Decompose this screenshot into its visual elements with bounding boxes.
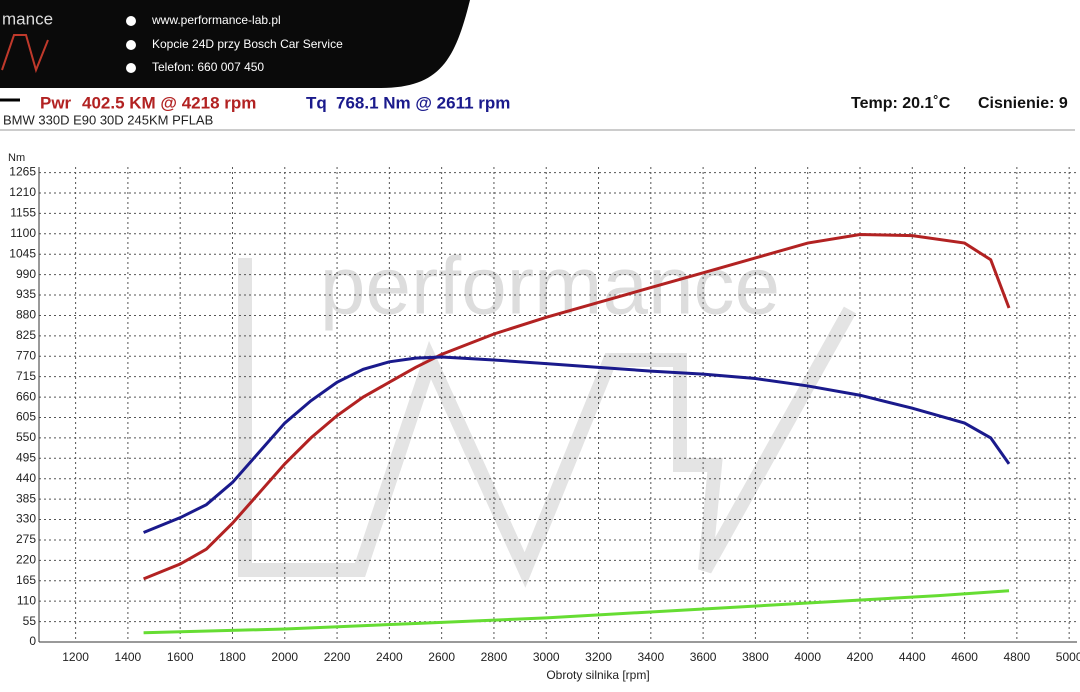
torque-summary: 768.1 Nm @ 2611 rpm xyxy=(336,93,510,112)
temperature: Temp: 20.1˚C xyxy=(851,95,951,112)
y-tick-label: 715 xyxy=(16,369,36,383)
y-tick-label: 1100 xyxy=(10,226,36,240)
website: www.performance-lab.pl xyxy=(151,13,281,27)
y-tick-label: 165 xyxy=(16,573,36,587)
x-tick-label: 2800 xyxy=(481,650,508,664)
y-tick-label: 55 xyxy=(23,614,37,628)
y-tick-label: 495 xyxy=(16,450,36,464)
x-tick-label: 4200 xyxy=(847,650,874,664)
x-tick-label: 4400 xyxy=(899,650,926,664)
x-tick-label: 1800 xyxy=(219,650,246,664)
y-tick-label: 770 xyxy=(16,348,36,362)
x-tick-label: 2000 xyxy=(271,650,298,664)
power-summary: 402.5 KM @ 4218 rpm xyxy=(82,93,256,112)
torque-label: Tq xyxy=(306,93,327,112)
y-tick-label: 605 xyxy=(16,410,36,424)
y-tick-label: 110 xyxy=(17,593,36,607)
watermark-logo xyxy=(238,258,857,588)
x-tick-label: 2400 xyxy=(376,650,403,664)
address: Kopcie 24D przy Bosch Car Service xyxy=(152,37,343,51)
x-tick-label: 1400 xyxy=(115,650,142,664)
y-tick-label: 1045 xyxy=(9,246,36,260)
power-label: Pwr xyxy=(40,93,72,112)
y-tick-label: 880 xyxy=(16,308,36,322)
pressure: Cisnienie: 9 xyxy=(978,95,1068,112)
y-tick-label: 385 xyxy=(16,491,36,505)
phone: Telefon: 660 007 450 xyxy=(152,60,264,74)
y-tick-label: 1265 xyxy=(9,165,36,179)
y-tick-label: 1155 xyxy=(10,206,36,220)
car-name: BMW 330D E90 30D 245KM PFLAB xyxy=(3,112,213,127)
series-line xyxy=(143,233,1011,581)
y-tick-label: 825 xyxy=(16,328,36,342)
x-tick-label: 3400 xyxy=(637,650,664,664)
x-axis-label: Obroty silnika [rpm] xyxy=(546,668,649,682)
x-tick-label: 3200 xyxy=(585,650,612,664)
x-tick-label: 3600 xyxy=(690,650,717,664)
y-tick-label: 275 xyxy=(16,532,36,546)
x-tick-label: 2600 xyxy=(428,650,455,664)
x-tick-label: 4800 xyxy=(1004,650,1031,664)
y-tick-label: 935 xyxy=(16,287,36,301)
series-line xyxy=(143,589,1010,635)
x-tick-label: 3000 xyxy=(533,650,560,664)
x-tick-label: 4600 xyxy=(951,650,978,664)
logo-text: mance xyxy=(2,9,53,28)
x-tick-label: 5000 xyxy=(1056,650,1080,664)
y-axis-label: Nm xyxy=(8,152,25,164)
header-banner xyxy=(0,0,470,88)
series-line xyxy=(143,355,1011,534)
x-tick-label: 1200 xyxy=(62,650,89,664)
icon-location xyxy=(126,40,136,50)
y-tick-label: 660 xyxy=(16,389,36,403)
y-tick-label: 550 xyxy=(16,430,36,444)
icon-phone xyxy=(126,63,136,73)
y-tick-label: 1210 xyxy=(9,185,36,199)
y-tick-label: 220 xyxy=(16,553,36,567)
y-tick-label: 990 xyxy=(16,267,36,281)
icon-web xyxy=(126,16,136,26)
y-tick-label: 330 xyxy=(16,512,36,526)
x-tick-label: 1600 xyxy=(167,650,194,664)
x-tick-label: 4000 xyxy=(794,650,821,664)
x-tick-label: 3800 xyxy=(742,650,769,664)
y-tick-label: 440 xyxy=(16,471,36,485)
x-tick-label: 2200 xyxy=(324,650,351,664)
logo-mark xyxy=(1,34,49,74)
y-tick-label: 0 xyxy=(29,634,36,648)
